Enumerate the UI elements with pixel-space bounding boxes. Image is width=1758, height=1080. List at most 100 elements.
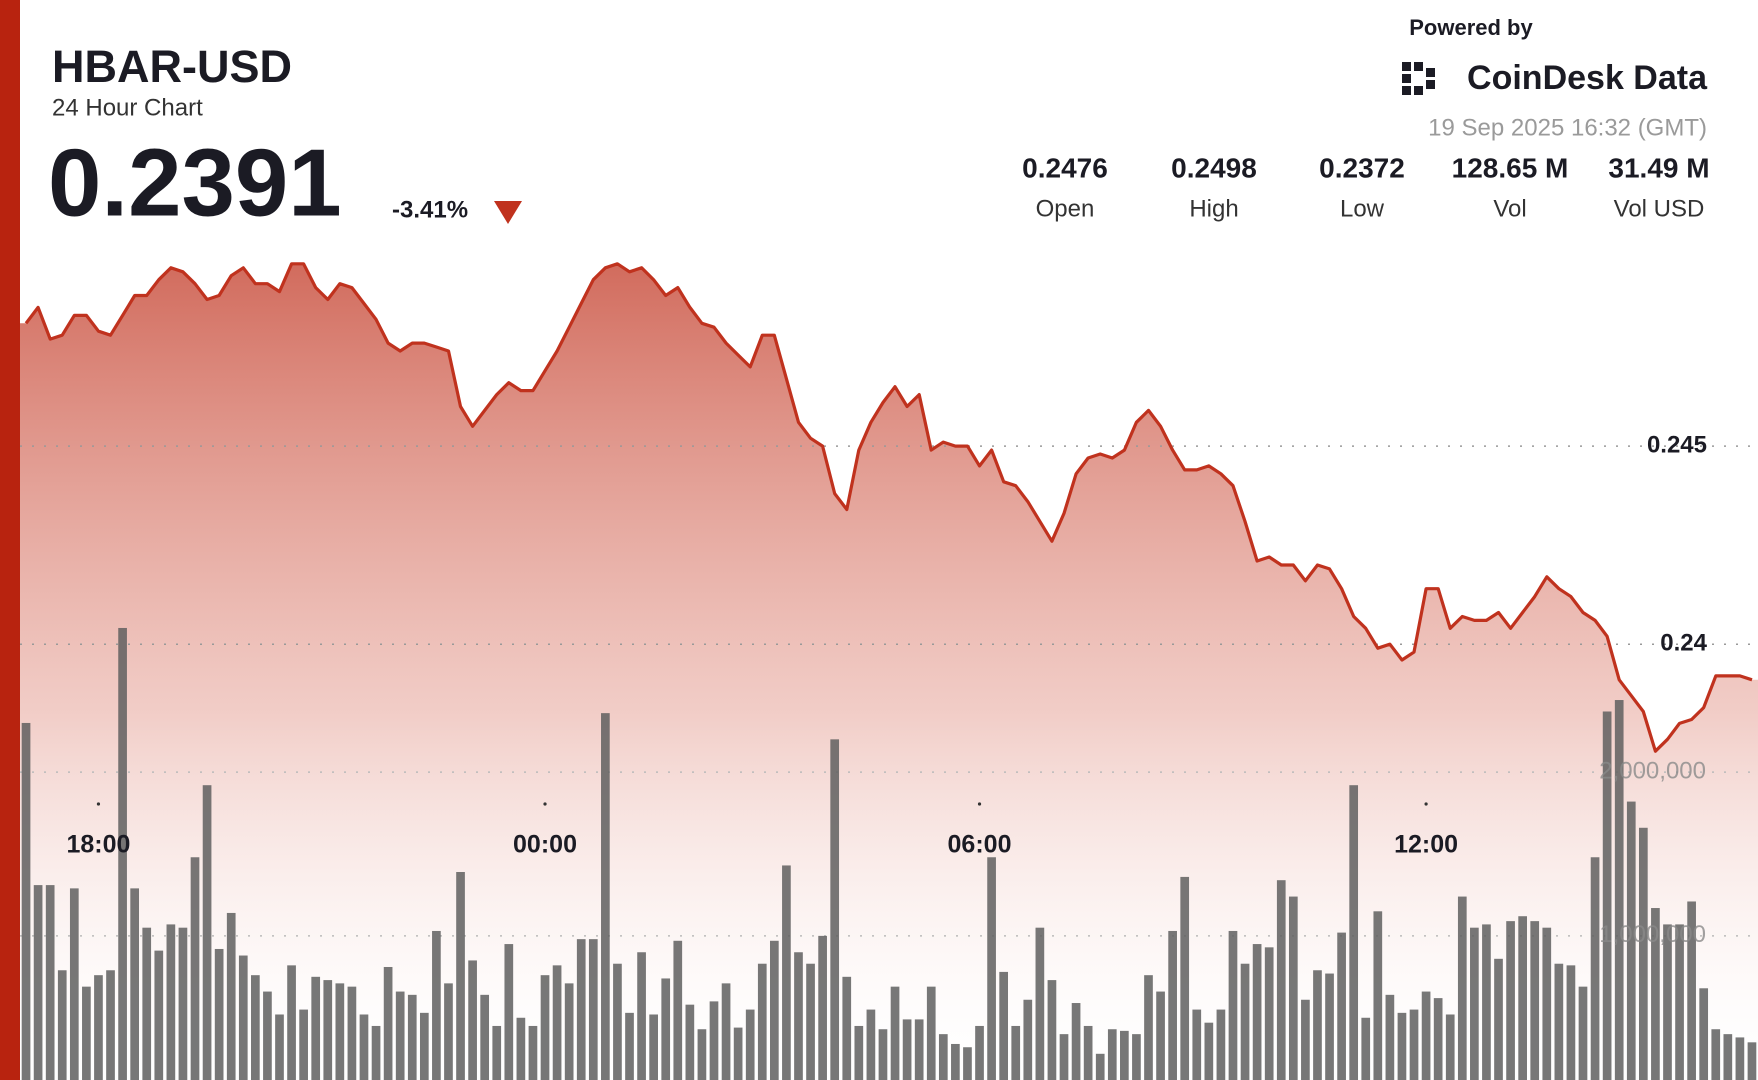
volume-bar bbox=[1120, 1030, 1129, 1080]
volume-bar bbox=[82, 986, 91, 1080]
volume-bar bbox=[1675, 924, 1684, 1080]
volume-bar bbox=[818, 935, 827, 1080]
volume-bar bbox=[1107, 1029, 1117, 1080]
subtitle: 24 Hour Chart bbox=[52, 94, 203, 121]
volume-bar bbox=[1457, 896, 1467, 1080]
volume-bar bbox=[552, 965, 562, 1080]
volume-bar bbox=[1011, 1025, 1021, 1080]
volume-bar bbox=[782, 865, 791, 1080]
volume-bar bbox=[1192, 1009, 1202, 1080]
volume-bar bbox=[383, 966, 393, 1080]
volume-bar bbox=[1494, 958, 1503, 1080]
volume-bar bbox=[154, 950, 164, 1080]
volume-bar bbox=[1747, 1042, 1757, 1080]
stat-value: 0.2372 bbox=[1319, 152, 1405, 183]
change: -3.41% bbox=[392, 196, 468, 223]
volume-bar bbox=[94, 975, 103, 1080]
volume-bar bbox=[1083, 1025, 1093, 1080]
volume-bar bbox=[1035, 927, 1045, 1080]
volume-bar bbox=[854, 1025, 864, 1080]
x-tick-label: 12:00 bbox=[1394, 831, 1458, 859]
volume-bar bbox=[1095, 1053, 1105, 1080]
volume-bar bbox=[1626, 801, 1636, 1080]
volume-bar bbox=[938, 1034, 948, 1080]
volume-bar bbox=[951, 1043, 960, 1080]
volume-bar bbox=[1566, 965, 1576, 1080]
volume-bar bbox=[745, 1009, 755, 1080]
volume-bar bbox=[371, 1025, 381, 1080]
volume-bar bbox=[564, 983, 574, 1080]
volume-bar bbox=[468, 960, 477, 1080]
volume-bar bbox=[721, 983, 731, 1080]
volume-bar bbox=[1337, 932, 1346, 1080]
volume-bar bbox=[238, 955, 248, 1080]
volume-bar bbox=[673, 940, 683, 1080]
volume-bar bbox=[1071, 1003, 1081, 1080]
brand: CoinDesk Data bbox=[1467, 59, 1708, 97]
volume-bar bbox=[588, 939, 598, 1080]
volume-bar bbox=[492, 1025, 502, 1080]
volume-bar bbox=[1313, 970, 1322, 1080]
y2-tick-label: 1,000,000 bbox=[1599, 921, 1706, 948]
volume-bar bbox=[1373, 911, 1383, 1080]
y-tick-label: 0.245 bbox=[1647, 431, 1707, 458]
x-tick-label: 18:00 bbox=[66, 831, 130, 859]
price-area bbox=[20, 263, 1758, 1080]
volume-bar bbox=[33, 885, 43, 1080]
volume-bar bbox=[190, 857, 200, 1080]
stat-label: High bbox=[1189, 195, 1238, 222]
volume-bar bbox=[1482, 924, 1491, 1080]
volume-bar bbox=[1023, 999, 1033, 1080]
stat-label: Open bbox=[1036, 195, 1095, 222]
volume-bar bbox=[806, 963, 815, 1080]
volume-bar bbox=[480, 994, 490, 1080]
volume-bar bbox=[649, 1014, 658, 1080]
volume-bar bbox=[202, 785, 212, 1080]
volume-bar bbox=[733, 1027, 743, 1080]
volume-bar bbox=[444, 983, 453, 1080]
volume-bar bbox=[251, 975, 260, 1080]
volume-bar bbox=[697, 1029, 707, 1080]
volume-bar bbox=[914, 1019, 924, 1080]
volume-bar bbox=[21, 722, 31, 1080]
volume-bar bbox=[1602, 711, 1612, 1080]
stat-value: 31.49 M bbox=[1608, 152, 1709, 183]
volume-bar bbox=[1264, 947, 1274, 1080]
volume-bar bbox=[1252, 944, 1262, 1080]
x-tick bbox=[977, 802, 982, 806]
volume-bar bbox=[142, 927, 152, 1080]
volume-bar bbox=[975, 1025, 984, 1080]
volume-bar bbox=[1132, 1034, 1141, 1080]
volume-bar bbox=[1699, 988, 1709, 1080]
volume-bar bbox=[1663, 924, 1672, 1080]
volume-bar bbox=[1325, 973, 1334, 1080]
plot-area: 1,000,000 2,000,000 0.24 0.245 18:00 00:00 06:… bbox=[20, 262, 1758, 1080]
volume-bar bbox=[963, 1047, 972, 1080]
volume-bar bbox=[323, 980, 333, 1080]
volume-bar bbox=[395, 991, 405, 1080]
volume-bar bbox=[902, 1019, 912, 1080]
brand-logo bbox=[1402, 62, 1435, 95]
volume-bar bbox=[1530, 921, 1540, 1080]
volume-bar bbox=[613, 963, 622, 1080]
volume-bar bbox=[1578, 986, 1588, 1080]
volume-bar bbox=[625, 1012, 634, 1080]
volume-bar bbox=[1723, 1034, 1733, 1080]
stat-label: Vol USD bbox=[1614, 195, 1705, 222]
volume-bar bbox=[106, 970, 115, 1080]
volume-bar bbox=[709, 1001, 719, 1080]
volume-bar bbox=[1301, 999, 1310, 1080]
volume-bar bbox=[69, 888, 79, 1080]
volume-bar bbox=[1518, 916, 1527, 1080]
symbol: HBAR-USD bbox=[52, 41, 292, 92]
volume-bar bbox=[1144, 975, 1153, 1080]
volume-bar bbox=[1651, 908, 1660, 1080]
volume-bar bbox=[1216, 1009, 1226, 1080]
volume-bar bbox=[528, 1025, 538, 1080]
volume-bar bbox=[1614, 700, 1624, 1080]
volume-bar bbox=[1385, 994, 1395, 1080]
volume-bar bbox=[311, 976, 321, 1080]
volume-bar bbox=[1421, 991, 1431, 1080]
